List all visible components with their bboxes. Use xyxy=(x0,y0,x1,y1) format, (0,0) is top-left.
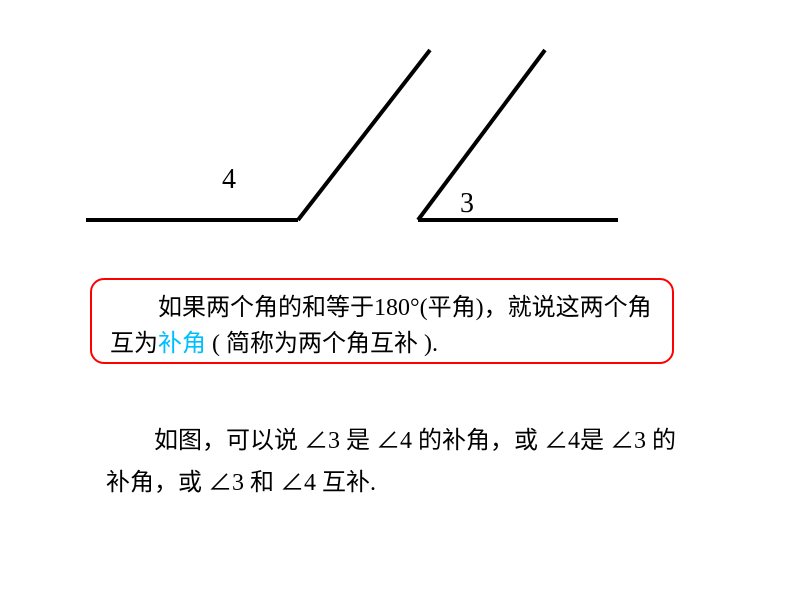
definition-box: 如果两个角的和等于180°(平角)，就说这两个角互为补角 ( 简称为两个角互补 … xyxy=(90,278,674,364)
angle3-diagonal-line xyxy=(418,50,545,220)
explanation-content: 如图，可以说 ∠3 是 ∠4 的补角，或 ∠4是 ∠3 的补角，或 ∠3 和 ∠… xyxy=(106,428,676,496)
angle-svg xyxy=(0,20,794,240)
angle-diagram: 4 3 xyxy=(0,20,794,220)
explanation-text: 如图，可以说 ∠3 是 ∠4 的补角，或 ∠4是 ∠3 的补角，或 ∠3 和 ∠… xyxy=(106,420,676,504)
angle4-label: 4 xyxy=(222,164,236,196)
angle3-label: 3 xyxy=(460,188,474,220)
angle4-diagonal-line xyxy=(298,50,430,220)
definition-part2: ( 简称为两个角互补 ). xyxy=(206,331,438,357)
definition-highlight: 补角 xyxy=(158,331,206,357)
